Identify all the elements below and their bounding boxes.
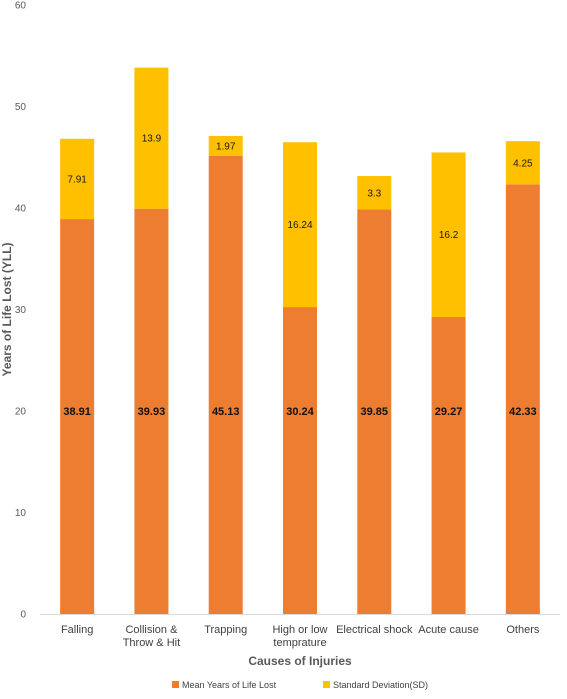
data-label-mean: 39.93 <box>138 406 166 418</box>
legend-swatch <box>323 681 330 688</box>
y-tick-label: 20 <box>15 407 27 418</box>
data-label-sd: 7.91 <box>67 174 87 185</box>
x-tick-label-line: Throw & Hit <box>123 637 180 649</box>
bar-standard-deviation <box>505 141 540 185</box>
data-label-sd: 4.25 <box>513 158 533 169</box>
bar-standard-deviation <box>208 135 243 156</box>
x-tick-label-line: Collision & <box>125 624 178 636</box>
x-tick-label: Acute cause <box>418 624 479 636</box>
y-tick-label: 10 <box>15 508 27 519</box>
bar-mean-yll <box>505 184 540 614</box>
x-tick-label-line: Falling <box>61 624 93 636</box>
bar-mean-yll <box>431 316 466 614</box>
data-label-sd: 16.24 <box>287 220 312 231</box>
x-tick-label-line: Acute cause <box>418 624 479 636</box>
legend-label: Standard Deviation(SD) <box>333 680 428 690</box>
x-tick-label-line: temprature <box>273 637 326 649</box>
bar-mean-yll <box>357 209 392 614</box>
y-tick-label: 0 <box>20 610 26 621</box>
data-label-mean: 42.33 <box>509 406 537 418</box>
x-tick-label-line: Electrical shock <box>336 624 413 636</box>
x-tick-label-line: Trapping <box>204 624 247 636</box>
x-tick-label-line: High or low <box>272 624 327 636</box>
bar-standard-deviation <box>134 67 169 209</box>
legend-label: Mean Years of Life Lost <box>182 680 277 690</box>
bar-mean-yll <box>283 307 317 614</box>
bar-standard-deviation <box>283 142 317 308</box>
x-tick-label: Trapping <box>204 624 247 636</box>
bar-mean-yll <box>208 155 243 615</box>
data-label-sd: 13.9 <box>142 134 162 145</box>
bar-mean-yll <box>134 208 169 614</box>
y-tick-label: 50 <box>15 102 27 113</box>
x-tick-label: Falling <box>61 624 93 636</box>
bar-standard-deviation <box>431 152 466 317</box>
x-tick-label: High or low temprature <box>272 624 327 649</box>
data-label-mean: 38.91 <box>63 406 91 418</box>
y-tick-label: 60 <box>15 1 27 12</box>
x-tick-label-line: Others <box>506 624 540 636</box>
data-label-sd: 3.3 <box>367 188 381 199</box>
legend-swatch <box>172 681 179 688</box>
x-axis-title: Causes of Injuries <box>248 654 352 668</box>
y-tick-label: 40 <box>15 204 27 215</box>
data-label-mean: 45.13 <box>212 406 240 418</box>
x-tick-label: Collision & Throw & Hit <box>123 624 180 649</box>
y-axis-title: Years of Life Lost (YLL) <box>0 242 14 376</box>
bar-standard-deviation <box>60 138 95 220</box>
bar-mean-yll <box>60 219 95 614</box>
y-tick-label: 30 <box>15 305 27 316</box>
data-label-sd: 1.97 <box>216 141 236 152</box>
data-label-sd: 16.2 <box>439 230 459 241</box>
data-label-mean: 39.85 <box>361 406 389 418</box>
x-tick-label: Others <box>506 624 540 636</box>
x-tick-label: Electrical shock <box>336 624 413 636</box>
bar-standard-deviation <box>357 176 392 210</box>
data-label-mean: 30.24 <box>286 406 314 418</box>
data-label-mean: 29.27 <box>435 406 463 418</box>
